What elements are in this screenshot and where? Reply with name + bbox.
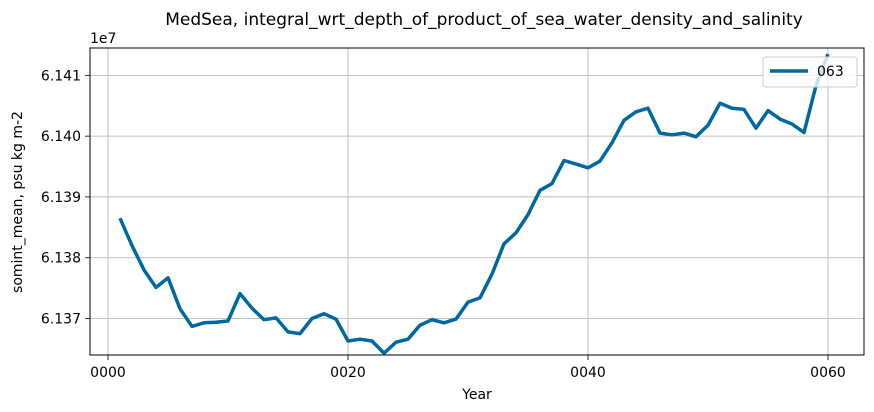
y-axis-label: somint_mean, psu kg m-2 <box>10 111 26 293</box>
legend-box <box>762 56 858 88</box>
legend: 063 <box>762 56 858 88</box>
grid-lines <box>90 48 864 355</box>
chart-title: MedSea, integral_wrt_depth_of_product_of… <box>165 10 803 30</box>
y-tick-label: 6.141 <box>41 68 81 84</box>
y-tick-label: 6.140 <box>41 129 81 145</box>
legend-label-063: 063 <box>817 64 844 80</box>
y-tick-label: 6.137 <box>41 312 81 328</box>
tick-layer: 0000 0020 0040 0060 6.137 6.138 6.139 6.140 6.14… <box>41 68 846 381</box>
y-tick-label: 6.138 <box>41 251 81 267</box>
x-tick-label: 0020 <box>330 365 366 381</box>
y-tick-label: 6.139 <box>41 190 81 206</box>
plot-frame <box>89 47 865 356</box>
x-tick-label: 0040 <box>570 365 606 381</box>
x-axis-label: Year <box>461 387 492 403</box>
series-line-063 <box>118 53 830 355</box>
y-offset-label: 1e7 <box>90 31 116 47</box>
x-tick-label: 0060 <box>810 365 846 381</box>
x-tick-label: 0000 <box>90 365 126 381</box>
series-layer <box>118 53 830 355</box>
